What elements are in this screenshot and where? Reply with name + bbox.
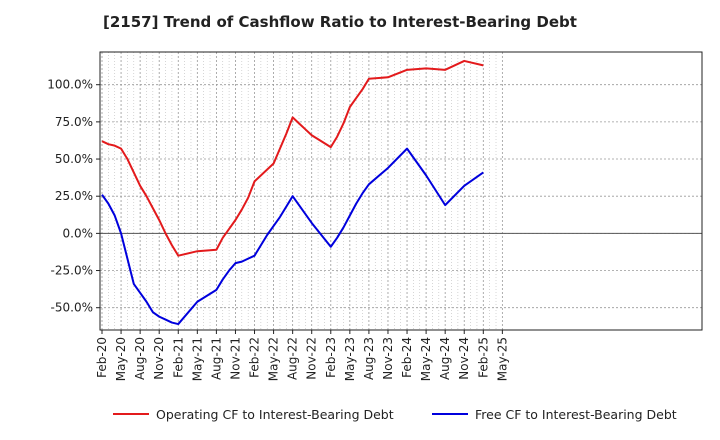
- y-tick-label: -50.0%: [51, 301, 93, 315]
- legend: Operating CF to Interest-Bearing Debt Fre…: [113, 407, 677, 422]
- x-tick-label: Feb-23: [324, 337, 338, 378]
- x-tick-label: Aug-21: [209, 337, 223, 380]
- plot-frame: [99, 51, 703, 331]
- x-tick-label: Nov-21: [228, 337, 242, 380]
- plot-area: [100, 52, 702, 330]
- x-tick-label: Nov-22: [305, 337, 319, 380]
- x-tick-label: May-20: [114, 337, 128, 381]
- x-tick-label: May-21: [190, 337, 204, 381]
- x-tick-label: Aug-24: [438, 337, 452, 380]
- x-axis-ticks: Feb-20 May-20 Aug-20 Nov-20 Feb-21 May-21 Aug-…: [95, 330, 509, 381]
- y-tick-label: 50.0%: [55, 152, 93, 166]
- y-tick-label: 25.0%: [55, 189, 93, 203]
- legend-label-2: Free CF to Interest-Bearing Debt: [475, 407, 677, 422]
- x-tick-label: May-22: [267, 337, 281, 381]
- y-tick-label: -25.0%: [51, 264, 93, 278]
- x-tick-label: Aug-23: [362, 337, 376, 380]
- x-tick-label: Aug-22: [286, 337, 300, 380]
- x-tick-label: Feb-25: [476, 337, 490, 378]
- x-tick-label: Feb-20: [95, 337, 109, 378]
- y-tick-label: 0.0%: [63, 226, 94, 240]
- x-tick-label: Feb-21: [171, 337, 185, 378]
- series-line-2: [101, 147, 484, 326]
- chart-title: [2157] Trend of Cashflow Ratio to Intere…: [103, 13, 577, 31]
- y-tick-label: 100.0%: [47, 78, 93, 92]
- legend-label-1: Operating CF to Interest-Bearing Debt: [156, 407, 394, 422]
- x-tick-label: May-25: [495, 337, 509, 381]
- x-tick-label: Feb-24: [400, 337, 414, 378]
- x-tick-label: Feb-22: [248, 337, 262, 378]
- x-tick-label: May-24: [419, 337, 433, 381]
- x-tick-label: Nov-20: [152, 337, 166, 380]
- x-tick-label: Nov-24: [457, 337, 471, 380]
- y-axis-ticks: -50.0% -25.0% 0.0% 25.0% 50.0% 75.0% 100.0%: [47, 78, 100, 315]
- series-lines: [101, 59, 484, 326]
- x-tick-label: Nov-23: [381, 337, 395, 380]
- x-tick-label: May-23: [343, 337, 357, 381]
- x-tick-label: Aug-20: [133, 337, 147, 380]
- y-tick-label: 75.0%: [55, 115, 93, 129]
- series-line-1: [101, 59, 484, 257]
